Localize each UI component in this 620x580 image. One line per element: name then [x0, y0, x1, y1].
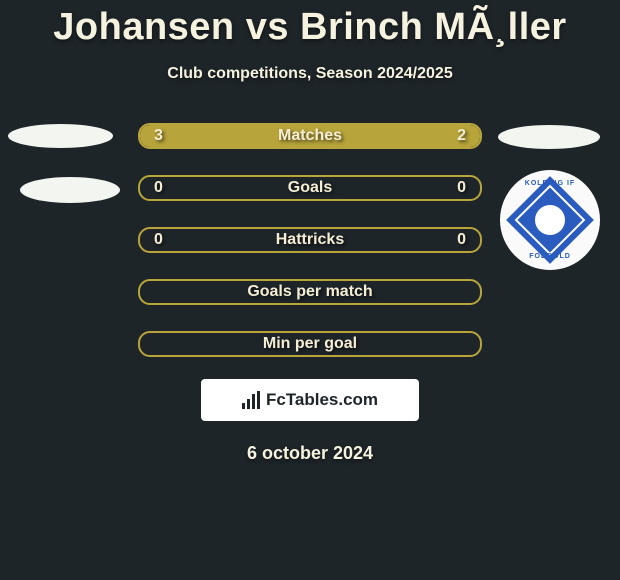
page-subtitle: Club competitions, Season 2024/2025 — [0, 65, 620, 83]
stat-label: Goals — [140, 179, 480, 197]
stat-bar-min-per-goal: Min per goal — [138, 331, 482, 357]
stat-label: Hattricks — [140, 231, 480, 249]
stat-value-right: 0 — [457, 231, 466, 249]
stat-value-right: 0 — [457, 179, 466, 197]
stat-bar-matches: 3 Matches 2 — [138, 123, 482, 149]
club-badge-bottom-text: FODBOLD — [500, 253, 600, 260]
club-badge-diamond — [506, 176, 594, 264]
stat-bar-goals: 0 Goals 0 — [138, 175, 482, 201]
chart-icon — [242, 391, 260, 409]
fctables-logo: FcTables.com — [201, 379, 419, 421]
date-label: 6 october 2024 — [0, 443, 620, 464]
player-left-badge-2 — [20, 177, 120, 203]
stat-bar-hattricks: 0 Hattricks 0 — [138, 227, 482, 253]
player-left-badge-1 — [8, 124, 113, 148]
page-title: Johansen vs Brinch MÃ¸ller — [0, 0, 620, 49]
stat-bars: 3 Matches 2 0 Goals 0 0 Hattricks 0 Goal… — [138, 123, 482, 357]
logo-text: FcTables.com — [266, 390, 378, 410]
player-right-badge-1 — [498, 125, 600, 149]
club-badge: KOLDING IF FODBOLD — [500, 170, 600, 270]
stat-label: Min per goal — [140, 335, 480, 353]
stat-label: Matches — [140, 127, 480, 145]
stat-label: Goals per match — [140, 283, 480, 301]
stat-value-right: 2 — [457, 127, 466, 145]
stat-bar-goals-per-match: Goals per match — [138, 279, 482, 305]
club-badge-center — [535, 205, 565, 235]
